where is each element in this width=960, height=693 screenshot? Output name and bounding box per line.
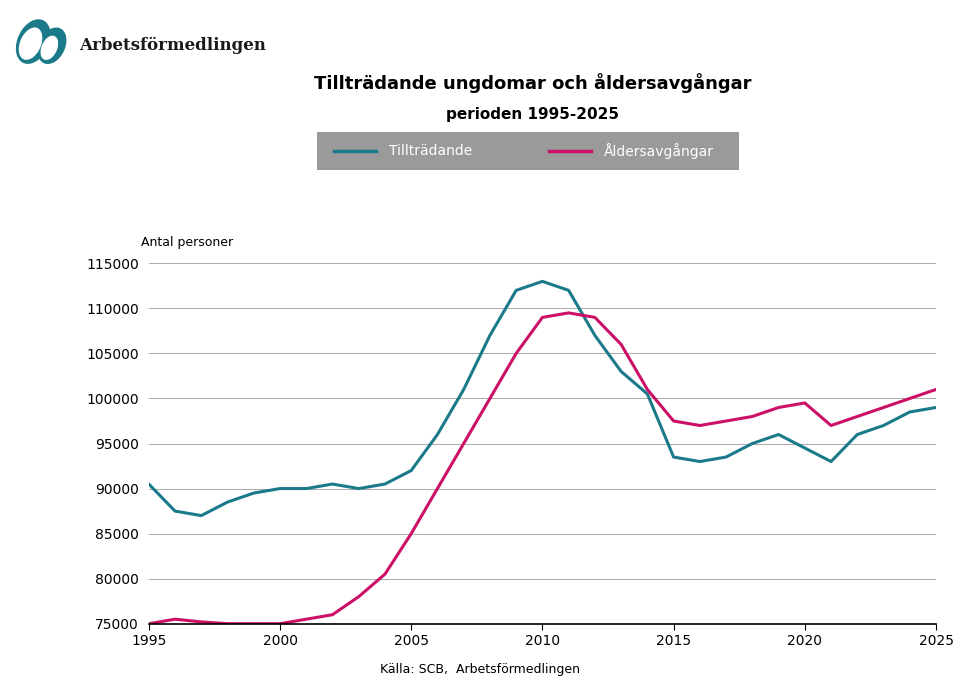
Text: Tillträdande ungdomar och åldersavgångar: Tillträdande ungdomar och åldersavgångar [314, 73, 752, 93]
FancyBboxPatch shape [317, 132, 739, 170]
Ellipse shape [40, 35, 59, 60]
Text: perioden 1995-2025: perioden 1995-2025 [446, 107, 619, 122]
Text: Tillträdande: Tillträdande [389, 143, 472, 158]
Text: Åldersavgångar: Åldersavgångar [604, 143, 714, 159]
Text: Antal personer: Antal personer [141, 236, 233, 249]
Ellipse shape [19, 28, 42, 60]
Text: Arbetsförmedlingen: Arbetsförmedlingen [79, 37, 266, 54]
Ellipse shape [16, 19, 51, 64]
Ellipse shape [37, 28, 66, 64]
Text: Källa: SCB,  Arbetsförmedlingen: Källa: SCB, Arbetsförmedlingen [380, 663, 580, 676]
